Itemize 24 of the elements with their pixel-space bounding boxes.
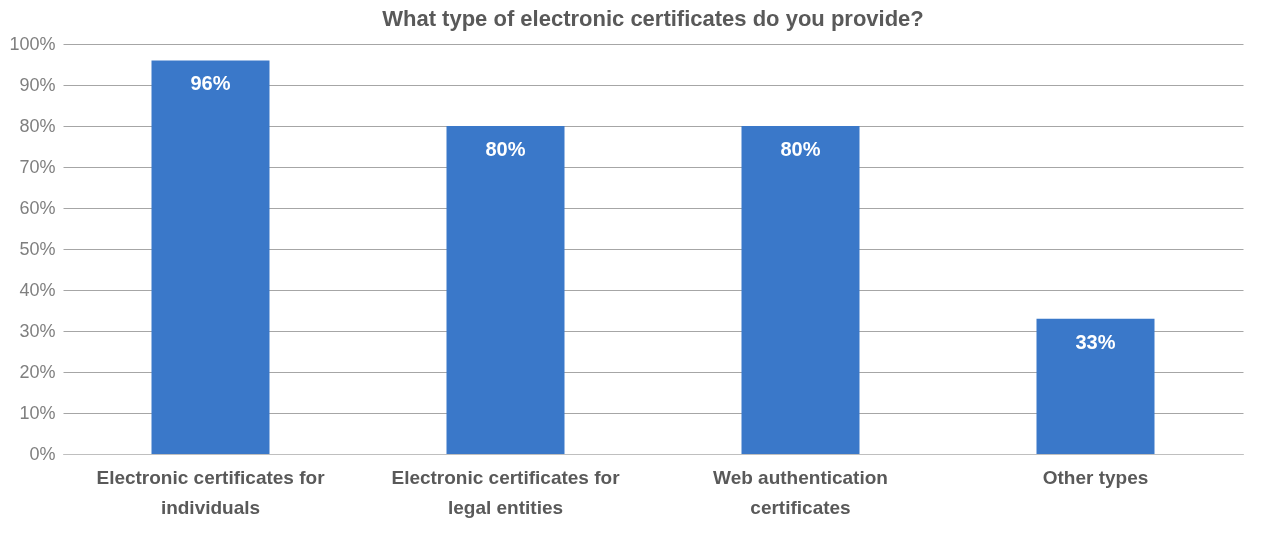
y-tick-label: 20% (19, 361, 56, 382)
y-tick-label: 90% (19, 74, 56, 95)
data-label: 80% (485, 138, 526, 160)
y-tick-label: 30% (19, 320, 56, 341)
chart-title: What type of electronic certificates do you provide? (382, 6, 924, 31)
x-tick-label: Other types (1042, 466, 1149, 488)
bar (1036, 318, 1155, 454)
bar (151, 60, 270, 454)
y-tick-label: 100% (9, 33, 56, 54)
y-tick-label: 40% (19, 279, 56, 300)
x-tick-label: Electronic certificates for individuals (96, 466, 326, 518)
data-label: 80% (780, 138, 821, 160)
x-tick-label: Electronic certificates for legal entities (391, 466, 621, 518)
y-tick-label: 70% (19, 156, 56, 177)
y-tick-label: 10% (19, 402, 56, 423)
data-label: 96% (190, 72, 231, 95)
bar (741, 126, 860, 454)
y-tick-label: 0% (29, 443, 56, 464)
y-tick-label: 60% (19, 197, 56, 218)
y-tick-label: 80% (19, 115, 56, 136)
bar (446, 126, 565, 454)
data-label: 33% (1075, 330, 1116, 353)
x-tick-label: Web authentication certificates (713, 466, 888, 518)
y-tick-label: 50% (19, 238, 56, 259)
